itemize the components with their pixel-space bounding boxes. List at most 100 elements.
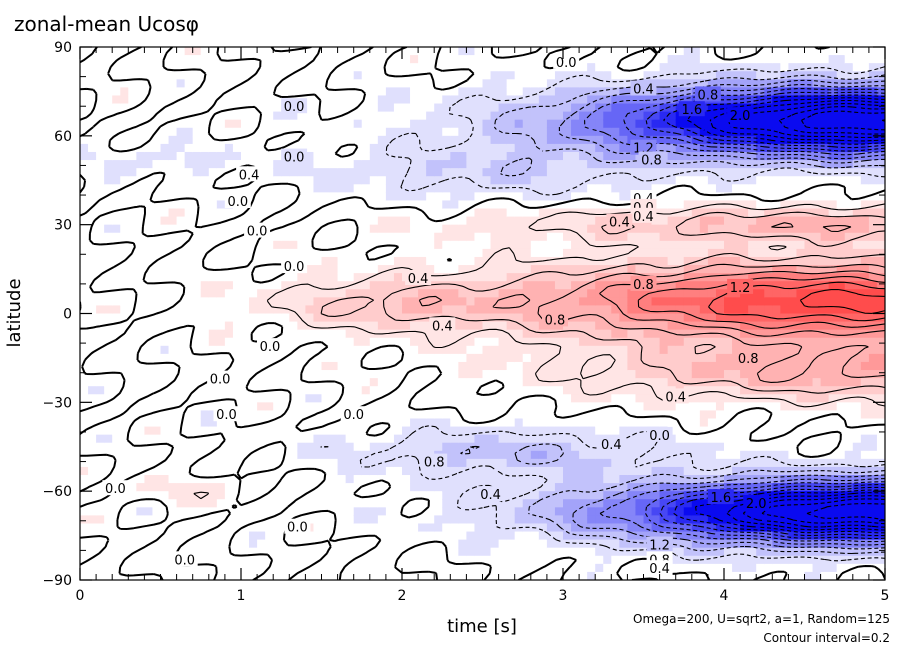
field-cell (289, 160, 298, 169)
field-cell (418, 208, 427, 218)
field-cell (619, 353, 628, 363)
field-cell (273, 71, 282, 80)
field-cell (530, 160, 540, 169)
field-cell (659, 216, 669, 226)
field-cell (152, 79, 162, 88)
field-cell (450, 563, 459, 573)
field-cell (434, 256, 443, 266)
field-cell (192, 256, 202, 266)
field-cell (418, 563, 427, 573)
field-cell (152, 151, 162, 161)
field-cell (442, 345, 451, 355)
field-cell (611, 507, 620, 516)
field-cell (683, 184, 693, 193)
field-cell (321, 321, 331, 331)
field-cell (458, 95, 467, 105)
field-cell (522, 240, 532, 250)
field-cell (80, 555, 89, 565)
field-cell (321, 361, 331, 371)
field-cell (442, 273, 451, 282)
field-cell (563, 475, 572, 484)
field-cell (466, 305, 476, 315)
field-cell (442, 563, 451, 573)
field-cell (410, 426, 419, 436)
field-cell (659, 176, 669, 185)
field-cell (96, 224, 105, 234)
field-cell (611, 192, 620, 202)
field-cell (289, 55, 298, 64)
field-cell (402, 143, 411, 153)
field-cell (361, 119, 371, 129)
field-cell (337, 135, 347, 145)
field-cell (80, 168, 89, 177)
field-cell (96, 297, 105, 307)
field-cell (466, 313, 476, 323)
field-cell (466, 143, 476, 153)
field-cell (297, 475, 306, 484)
field-cell (88, 345, 97, 355)
field-cell (160, 434, 170, 444)
field-cell (184, 176, 194, 185)
field-cell (200, 337, 210, 347)
field-cell (490, 305, 500, 315)
field-cell (482, 410, 492, 420)
field-cell (281, 475, 290, 484)
field-cell (683, 119, 693, 129)
field-cell (619, 87, 628, 97)
field-cell (128, 289, 137, 298)
field-cell (80, 547, 89, 557)
field-cell (144, 71, 154, 80)
field-cell (683, 289, 693, 298)
field-cell (514, 483, 524, 492)
field-cell (369, 555, 379, 565)
field-cell (442, 47, 451, 56)
field-cell (442, 87, 451, 97)
field-cell (281, 370, 290, 379)
field-cell (522, 555, 532, 565)
field-cell (587, 370, 596, 379)
field-cell (530, 475, 540, 484)
field-cell (168, 539, 178, 549)
field-cell (450, 491, 459, 500)
field-cell (200, 370, 210, 379)
field-cell (112, 531, 121, 541)
field-cell (128, 361, 137, 371)
field-cell (393, 289, 403, 298)
field-cell (675, 305, 685, 315)
field-cell (208, 281, 218, 290)
field-cell (313, 450, 323, 460)
field-cell (442, 95, 451, 105)
field-cell (418, 111, 427, 121)
field-cell (385, 87, 395, 97)
field-cell (434, 410, 443, 420)
field-cell (611, 63, 620, 72)
field-cell (152, 63, 162, 72)
field-cell (587, 281, 596, 290)
field-cell (506, 119, 516, 129)
field-cell (353, 450, 363, 460)
field-cell (321, 135, 331, 145)
field-cell (88, 571, 97, 580)
field-cell (402, 297, 411, 307)
field-cell (651, 483, 661, 492)
field-cell (216, 224, 226, 234)
field-cell (88, 184, 97, 193)
field-cell (128, 135, 137, 145)
field-cell (297, 119, 306, 129)
field-cell (603, 103, 612, 113)
field-cell (418, 378, 427, 387)
field-cell (458, 555, 467, 565)
field-cell (313, 135, 323, 145)
field-cell (554, 563, 564, 573)
field-cell (506, 305, 516, 315)
field-cell (627, 176, 637, 185)
field-cell (289, 168, 298, 177)
field-cell (112, 160, 121, 169)
field-cell (144, 256, 154, 266)
field-cell (257, 47, 266, 56)
field-cell (490, 531, 500, 541)
field-cell (418, 103, 427, 113)
field-cell (675, 458, 685, 468)
field-cell (554, 418, 564, 428)
field-cell (474, 531, 484, 541)
